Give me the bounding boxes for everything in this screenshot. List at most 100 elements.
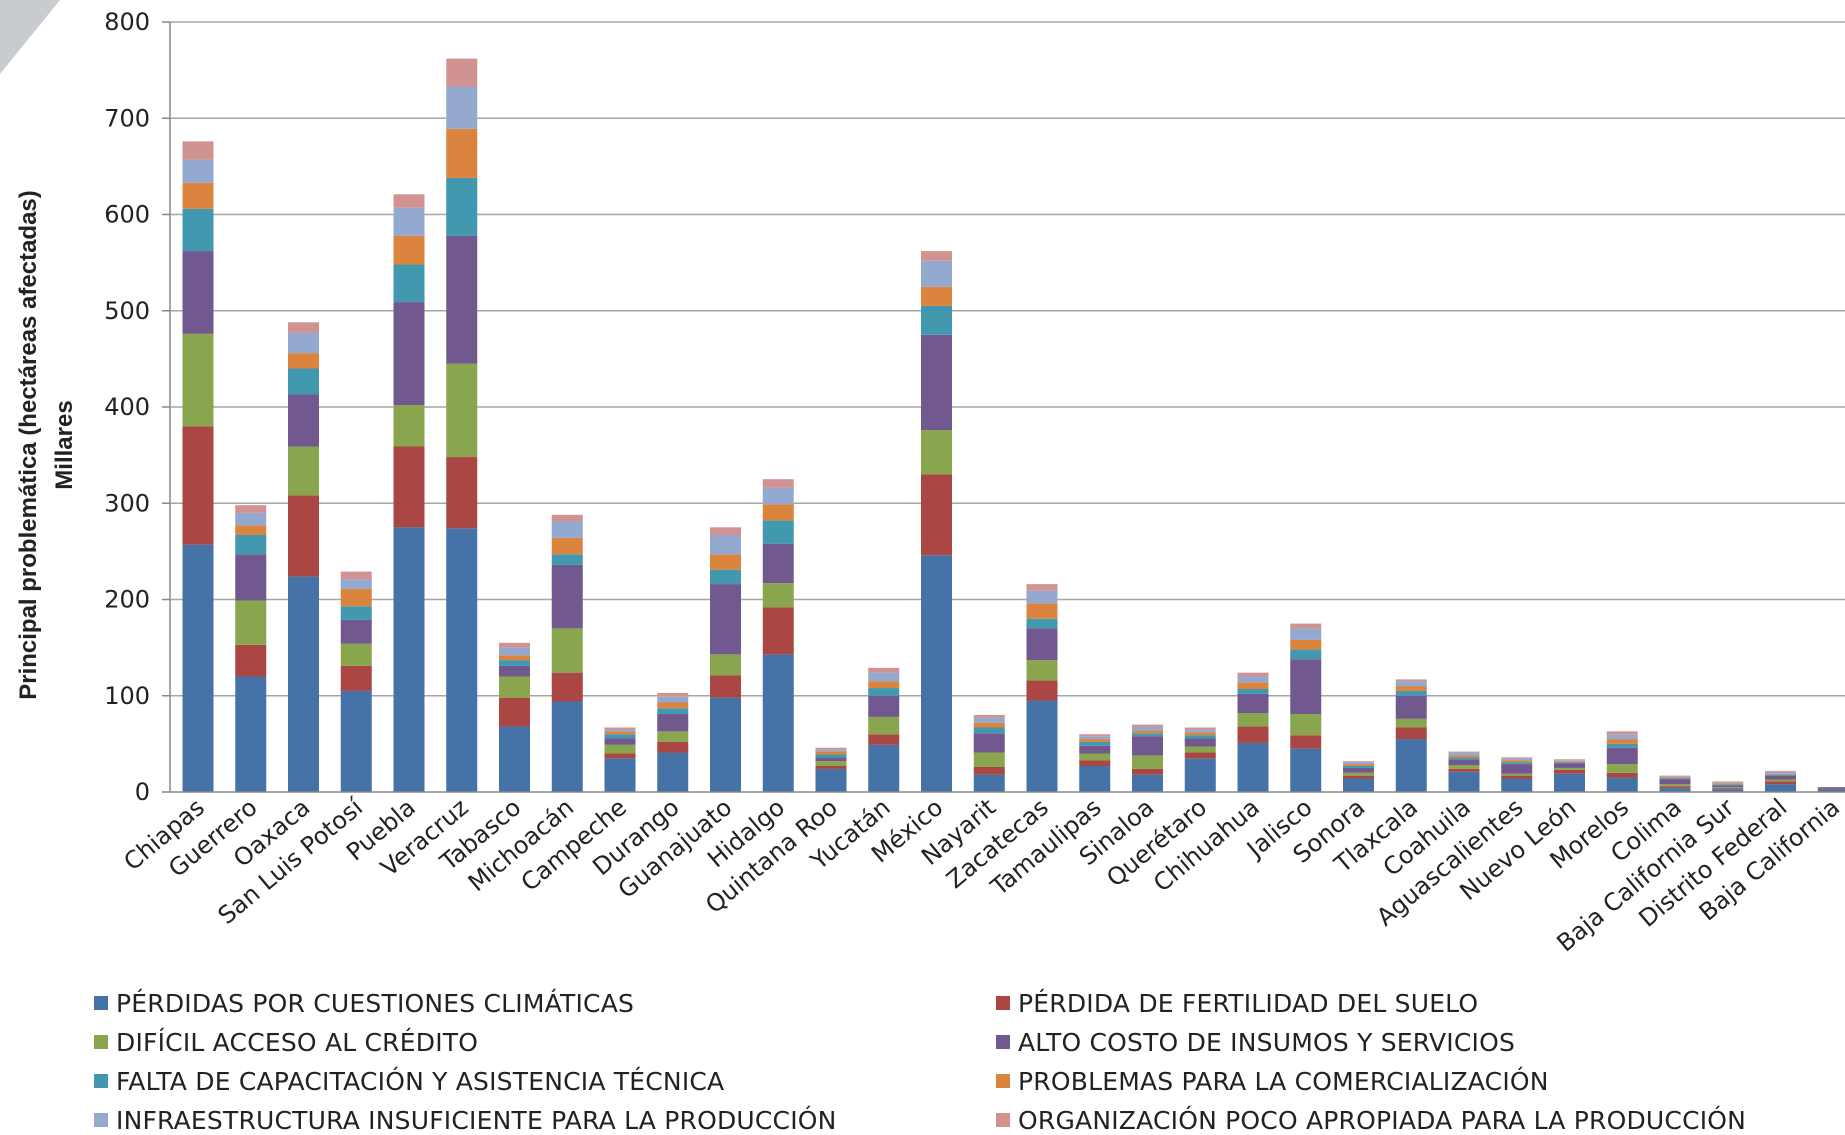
bar-segment-4 <box>1237 693 1269 714</box>
bar-segment-4 <box>1079 745 1111 754</box>
bar-segment-7 <box>921 260 952 287</box>
bar-segment-4 <box>710 584 741 655</box>
bar-segment-8 <box>1290 623 1322 629</box>
bar-segment-5 <box>604 734 636 739</box>
bar-segment-7 <box>1237 676 1269 683</box>
bar-segment-5 <box>868 688 900 696</box>
bar-segment-2 <box>921 474 952 556</box>
bar-segment-1 <box>446 528 478 792</box>
bar-segment-6 <box>1343 764 1374 767</box>
y-tick-label: 400 <box>104 393 150 421</box>
bar-segment-1 <box>1765 784 1796 792</box>
bar-segment-6 <box>1448 755 1480 758</box>
bar-segment-6 <box>815 751 847 755</box>
bar-segment-2 <box>657 741 689 753</box>
bar-segment-1 <box>815 768 847 792</box>
bar-segment-1 <box>393 527 425 792</box>
bar-segment-5 <box>1132 733 1163 737</box>
bar-segment-5 <box>288 368 319 395</box>
bar-segment-2 <box>1237 726 1269 743</box>
bar-segment-8 <box>446 58 478 87</box>
bar-segment-2 <box>762 607 794 655</box>
bar-segment-1 <box>710 697 741 792</box>
bar-segment-5 <box>1184 735 1216 739</box>
bar-segment-6 <box>1659 777 1691 779</box>
y-axis-title-line2: Millares <box>51 400 78 489</box>
bar-segment-4 <box>815 757 847 762</box>
bar-segment-8 <box>1237 672 1269 677</box>
bar-segment-6 <box>1026 603 1058 619</box>
bar-segment-2 <box>235 644 267 677</box>
y-axis-title-line1: Principal problemática (hectáreas afecta… <box>15 190 42 700</box>
bar-segment-3 <box>1237 713 1269 727</box>
bar-segment-5 <box>446 177 478 236</box>
bar-segment-5 <box>762 520 794 544</box>
bar-segment-3 <box>393 405 425 447</box>
bar-segment-1 <box>1395 739 1427 792</box>
bar-segment-6 <box>1606 739 1638 744</box>
bar-segment-5 <box>657 708 689 715</box>
bar-segment-8 <box>815 747 847 750</box>
y-tick-label: 600 <box>104 201 150 229</box>
bar-segment-7 <box>1501 758 1533 761</box>
bar-segment-3 <box>499 676 530 698</box>
bar-segment-6 <box>393 235 425 265</box>
bar-segment-4 <box>182 251 214 334</box>
bar-segment-7 <box>551 521 583 538</box>
y-tick-label: 500 <box>104 297 150 325</box>
bar-segment-3 <box>1343 772 1374 776</box>
bar-segment-8 <box>393 194 425 208</box>
bar-segment-4 <box>1659 779 1691 785</box>
bar-segment-1 <box>1184 758 1216 792</box>
bar-segment-2 <box>182 426 214 545</box>
bar-segment-6 <box>604 731 636 735</box>
bar-segment-5 <box>973 727 1005 734</box>
bar-segment-6 <box>868 681 900 689</box>
bar-segment-3 <box>340 643 372 666</box>
bar-segment-2 <box>551 672 583 702</box>
bar-segment-2 <box>1395 727 1427 740</box>
bar-segment-3 <box>1395 718 1427 728</box>
bar-segment-1 <box>1290 748 1322 792</box>
bar-segment-7 <box>868 672 900 682</box>
bar-segment-8 <box>657 692 689 697</box>
bar-segment-7 <box>235 512 267 526</box>
bar-segment-7 <box>393 207 425 236</box>
bar-segment-4 <box>1448 759 1480 766</box>
bar-segment-7 <box>182 159 214 183</box>
y-tick-label: 700 <box>104 104 150 132</box>
bar-segment-1 <box>1606 777 1638 792</box>
bar-segment-3 <box>446 363 478 458</box>
bar-segment-2 <box>1606 772 1638 778</box>
bar-segment-7 <box>1132 726 1163 731</box>
bar-segment-1 <box>762 654 794 792</box>
bar-segment-5 <box>1659 778 1691 780</box>
bar-segment-7 <box>1554 760 1585 762</box>
bar-segment-4 <box>1712 785 1744 788</box>
bar-segment-7 <box>1448 752 1480 756</box>
bar-segment-6 <box>1765 773 1796 775</box>
bar-segment-4 <box>446 235 478 364</box>
bar-segment-2 <box>1184 752 1216 759</box>
bar-segment-1 <box>1237 742 1269 792</box>
bars <box>182 58 1845 792</box>
bar-segment-3 <box>710 654 741 676</box>
bar-segment-2 <box>393 446 425 528</box>
bar-segment-1 <box>499 726 530 792</box>
bar-segment-7 <box>340 579 372 589</box>
bar-segment-6 <box>657 702 689 709</box>
bar-segment-5 <box>1237 689 1269 694</box>
bar-segment-4 <box>973 733 1005 753</box>
bar-segment-2 <box>868 734 900 745</box>
bar-segment-8 <box>868 667 900 673</box>
bar-segment-1 <box>1343 778 1374 792</box>
bar-segment-2 <box>1501 775 1533 779</box>
bar-segment-7 <box>1659 776 1691 778</box>
bar-segment-4 <box>1765 775 1796 780</box>
bar-segment-5 <box>1712 784 1744 786</box>
bar-segment-5 <box>1501 762 1533 765</box>
bar-segment-6 <box>1184 732 1216 736</box>
bar-segment-6 <box>762 504 794 521</box>
bar-segment-2 <box>288 495 319 577</box>
